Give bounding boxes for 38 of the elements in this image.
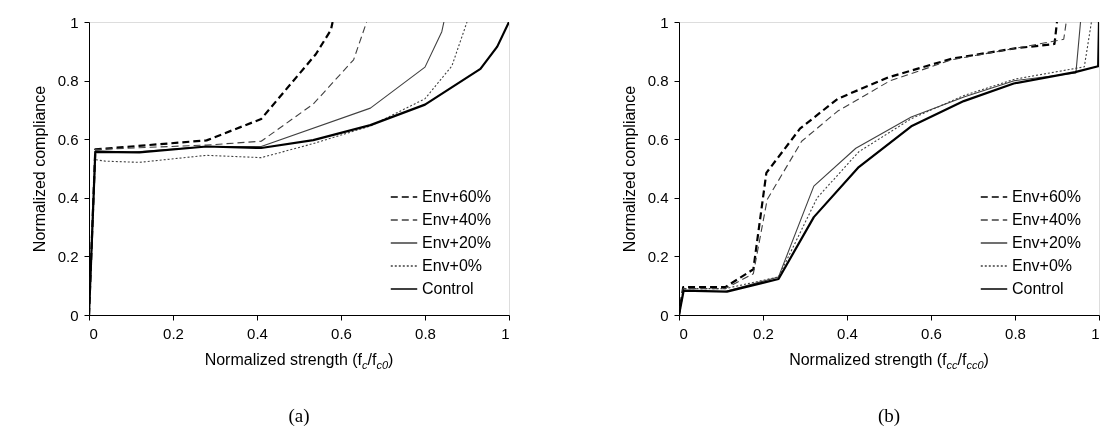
text: (b) [877,405,901,427]
x-tick-label: 0.8 [415,324,436,342]
x-tick-label: 0.2 [753,324,774,342]
y-tick-label: 0 [660,306,669,324]
x-tick-label: 1 [1091,324,1100,342]
y-axis-title: Normalized compliance [620,85,638,253]
legend-label: Env+0% [422,257,483,274]
legend-label: Env+0% [1012,257,1073,274]
x-tick-label: 0.8 [1005,324,1026,342]
x-tick-label: 0.2 [163,324,184,342]
text: (a) [288,405,310,427]
x-tick-label: 0.4 [837,324,858,342]
y-tick-label: 0 [70,306,79,324]
legend-label: Env+40% [1012,211,1081,228]
y-tick-label: 0.6 [57,130,79,148]
x-tick-label: 0.6 [921,324,942,342]
y-tick-label: 0.8 [647,72,669,90]
x-tick-label: 0 [89,324,98,342]
legend-label: Env+60% [1012,188,1081,205]
legend-label: Control [1012,280,1064,297]
legend-label: Env+20% [1012,234,1081,251]
legend-label: Env+60% [422,188,491,205]
y-tick-label: 0.2 [57,247,79,265]
y-tick-label: 1 [660,13,669,31]
x-tick-label: 0 [679,324,688,342]
legend-label: Control [422,280,474,297]
x-tick-label: 0.4 [247,324,268,342]
y-tick-label: 0.2 [647,247,669,265]
legend-label: Env+20% [422,234,491,251]
y-tick-label: 0.4 [57,189,79,207]
y-tick-label: 0.8 [57,72,79,90]
legend-label: Env+40% [422,211,491,228]
x-tick-label: 1 [501,324,510,342]
x-tick-label: 0.6 [331,324,352,342]
y-tick-label: 1 [70,13,79,31]
y-tick-label: 0.4 [647,189,669,207]
y-axis-title: Normalized compliance [30,85,48,253]
y-tick-label: 0.6 [647,130,669,148]
